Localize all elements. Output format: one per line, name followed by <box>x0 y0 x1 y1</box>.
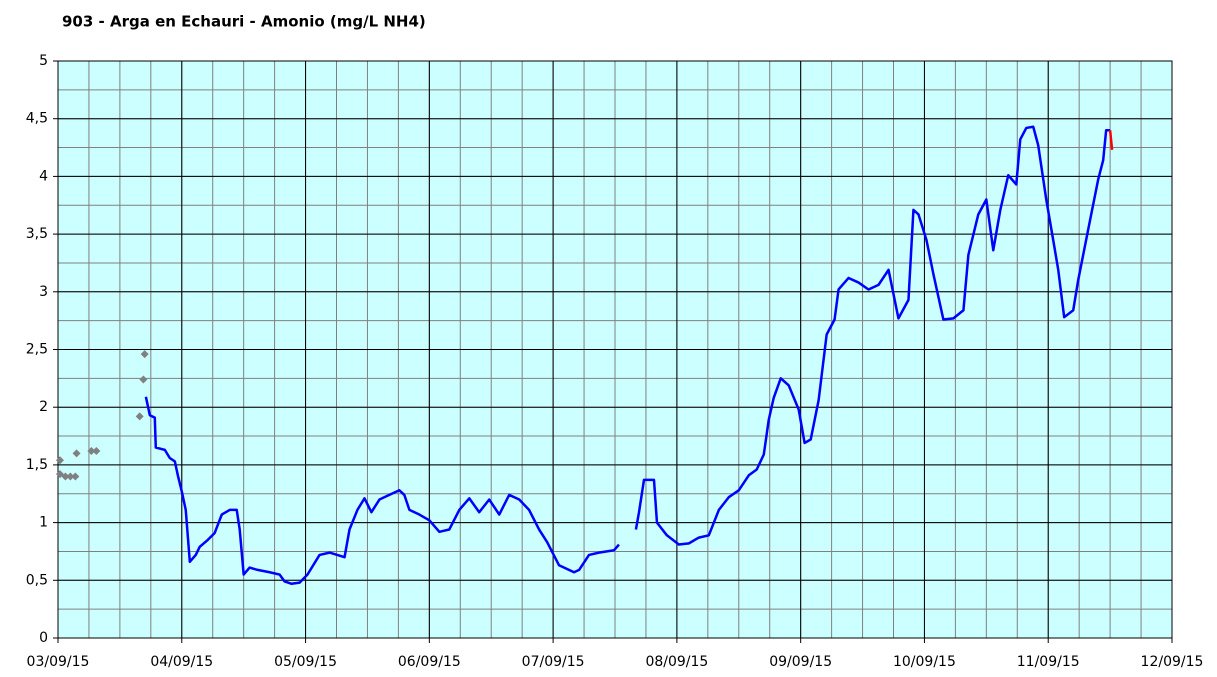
y-tick-label: 1,5 <box>26 457 48 473</box>
y-tick-label: 0 <box>39 630 48 646</box>
y-tick-label: 2 <box>39 399 48 415</box>
data-line <box>1108 130 1114 150</box>
x-tick-label: 07/09/15 <box>522 654 585 670</box>
y-tick-label: 4 <box>39 168 48 184</box>
data-point <box>66 472 75 481</box>
y-tick-label: 1 <box>39 515 48 531</box>
y-tick-label: 4,5 <box>26 111 48 127</box>
x-tick-label: 08/09/15 <box>645 654 708 670</box>
x-tick-label: 06/09/15 <box>398 654 461 670</box>
x-tick-label: 12/09/15 <box>1141 654 1204 670</box>
data-point <box>61 472 70 481</box>
x-tick-label: 05/09/15 <box>274 654 337 670</box>
y-tick-label: 5 <box>39 53 48 69</box>
data-point <box>140 350 149 359</box>
data-line <box>144 125 1111 586</box>
x-tick-label: 09/09/15 <box>769 654 832 670</box>
chart-title: 903 - Arga en Echauri - Amonio (mg/L NH4… <box>62 13 426 31</box>
data-point <box>71 472 80 481</box>
data-point <box>92 447 101 456</box>
data-point <box>139 375 148 384</box>
y-tick-label: 3 <box>39 284 48 300</box>
data-point <box>135 412 144 421</box>
data-point <box>72 449 81 458</box>
y-tick-label: 3,5 <box>26 226 48 242</box>
y-tick-label: 0,5 <box>26 572 48 588</box>
x-tick-label: 10/09/15 <box>893 654 956 670</box>
data-point <box>87 447 96 456</box>
x-tick-label: 11/09/15 <box>1017 654 1080 670</box>
x-tick-label: 03/09/15 <box>27 654 90 670</box>
plot-border <box>57 60 1173 639</box>
x-tick-label: 04/09/15 <box>150 654 213 670</box>
data-point <box>55 456 64 465</box>
y-tick-label: 2,5 <box>26 342 48 358</box>
